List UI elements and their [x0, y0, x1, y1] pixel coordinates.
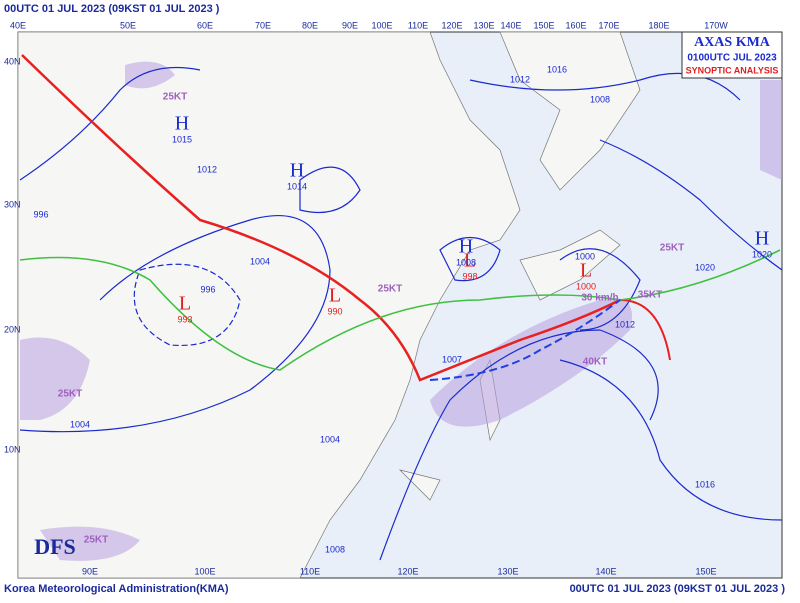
pressure-value: 1014: [287, 181, 307, 191]
longitude-label: 80E: [302, 20, 318, 30]
pressure-symbol: L: [464, 250, 476, 272]
pressure-value: 1000: [576, 281, 596, 291]
longitude-label: 90E: [82, 566, 98, 576]
isobar-label: 1016: [547, 64, 567, 74]
pressure-value: 1020: [752, 249, 772, 259]
pressure-symbol: H: [290, 160, 304, 182]
isobar-label: 1004: [320, 434, 340, 444]
pressure-value: 1008: [456, 257, 476, 267]
isobar-label: 996: [33, 209, 48, 219]
isobar-label: 1016: [695, 479, 715, 489]
longitude-label: 180E: [648, 20, 669, 30]
pressure-symbol: L: [580, 260, 592, 282]
wind-label: 25KT: [378, 284, 402, 295]
pressure-symbol: H: [175, 113, 189, 135]
pressure-symbol: H: [755, 228, 769, 250]
header-time: 00UTC 01 JUL 2023 (09KST 01 JUL 2023 ): [4, 3, 220, 15]
rain-area: [40, 526, 140, 561]
pressure-value: 990: [327, 306, 342, 316]
pressure-symbol: L: [329, 285, 341, 307]
latitude-label: 10N: [4, 444, 21, 454]
wind-label: 25KT: [660, 243, 684, 254]
longitude-label: 120E: [441, 20, 462, 30]
wind-label: 35KT: [638, 290, 662, 301]
title-line: SYNOPTIC ANALYSIS: [686, 65, 779, 75]
convergence-line: [19, 249, 781, 371]
longitude-label: 170W: [704, 20, 728, 30]
isobar-label: 1012: [510, 74, 530, 84]
isobar-label: 1004: [250, 256, 270, 266]
latitude-label: 30N: [4, 199, 21, 209]
longitude-label: 140E: [500, 20, 521, 30]
isobar-label: 996: [200, 284, 215, 294]
longitude-label: 150E: [695, 566, 716, 576]
pressure-value: 993: [177, 314, 192, 324]
footer-left: Korea Meteorological Administration(KMA): [4, 583, 229, 595]
longitude-label: 70E: [255, 20, 271, 30]
longitude-label: 40E: [10, 20, 26, 30]
isobar-label: 1008: [590, 94, 610, 104]
isobar-label: 1020: [695, 262, 715, 272]
longitude-label: 60E: [197, 20, 213, 30]
pressure-value: 998: [462, 271, 477, 281]
logo: DFS: [34, 534, 76, 559]
rain-area: [760, 80, 782, 180]
longitude-label: 140E: [595, 566, 616, 576]
longitude-label: 130E: [473, 20, 494, 30]
wind-label: 30 km/h: [581, 293, 618, 304]
title-line: 0100UTC JUL 2023: [687, 53, 777, 64]
isobar-label: 1008: [325, 544, 345, 554]
longitude-label: 160E: [565, 20, 586, 30]
title-line: AXAS KMA: [694, 35, 771, 50]
cold-front: [429, 299, 621, 381]
rain-area: [20, 337, 90, 420]
wind-label: 25KT: [58, 389, 82, 400]
longitude-label: 150E: [533, 20, 554, 30]
isobar-label: 1012: [615, 319, 635, 329]
track-arrow: [619, 299, 671, 361]
longitude-label: 110E: [300, 566, 320, 576]
isobars: [19, 67, 783, 561]
latitude-label: 40N: [4, 56, 21, 66]
pressure-value: 1015: [172, 134, 192, 144]
wind-label: 40KT: [583, 357, 607, 368]
longitude-label: 170E: [598, 20, 619, 30]
isobar-label: 1012: [197, 164, 217, 174]
longitude-label: 90E: [342, 20, 358, 30]
longitude-label: 100E: [194, 566, 215, 576]
longitude-label: 130E: [497, 566, 518, 576]
front: [21, 54, 621, 382]
pressure-symbol: H: [459, 236, 473, 258]
title-box: [681, 31, 783, 79]
longitude-label: 100E: [371, 20, 392, 30]
isobar-label: 1004: [70, 419, 90, 429]
isobar-label: 1007: [442, 354, 462, 364]
wind-label: 25KT: [84, 535, 108, 546]
longitude-label: 110E: [408, 20, 428, 30]
wind-label: 25KT: [163, 92, 187, 103]
longitude-label: 120E: [397, 566, 418, 576]
isobar-label: 1000: [575, 251, 595, 261]
land-japan: [519, 229, 621, 301]
land-northeast: [499, 31, 641, 191]
footer-right: 00UTC 01 JUL 2023 (09KST 01 JUL 2023 ): [570, 583, 786, 595]
longitude-label: 50E: [120, 20, 136, 30]
pressure-symbol: L: [179, 293, 191, 315]
latitude-label: 20N: [4, 324, 21, 334]
